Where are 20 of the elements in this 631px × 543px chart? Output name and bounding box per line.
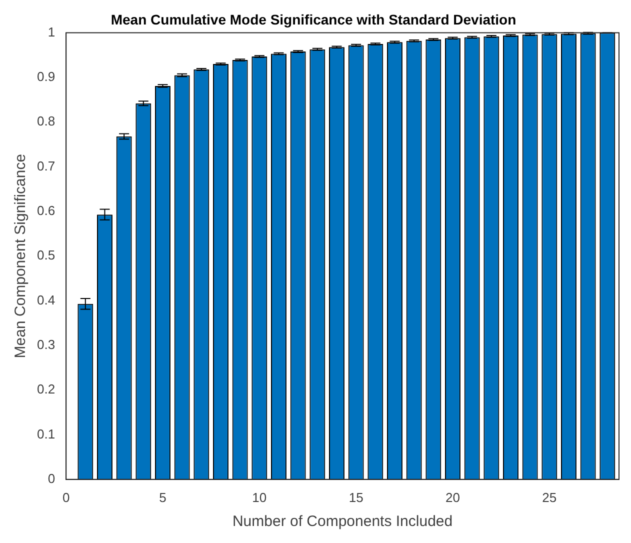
y-axis-title: Mean Component Significance (12, 154, 30, 358)
y-tick-label: 0 (48, 470, 56, 486)
chart-title: Mean Cumulative Mode Significance with Standard Deviation (110, 11, 516, 28)
x-tick-label: 15 (348, 490, 364, 505)
y-tick-label: 1 (48, 24, 56, 40)
y-tick-label: 0.6 (36, 203, 56, 218)
x-tick-label: 20 (446, 490, 460, 505)
x-tick-label: 0 (62, 490, 70, 505)
x-tick-label: 5 (159, 490, 166, 505)
y-tick-label: 0.3 (36, 337, 56, 352)
y-tick-label: 0.7 (36, 158, 56, 174)
y-tick-label: 0.9 (36, 69, 56, 84)
y-tick-label: 0.4 (36, 292, 56, 308)
x-tick-label: 25 (542, 490, 557, 505)
x-tick-label: 10 (252, 490, 267, 505)
x-axis-title: Number of Components Included (232, 513, 453, 530)
y-tick-label: 0.1 (36, 426, 56, 442)
y-tick-label: 0.2 (36, 382, 56, 397)
y-tick-label: 0.5 (36, 248, 56, 263)
y-tick-label: 0.8 (36, 114, 56, 129)
